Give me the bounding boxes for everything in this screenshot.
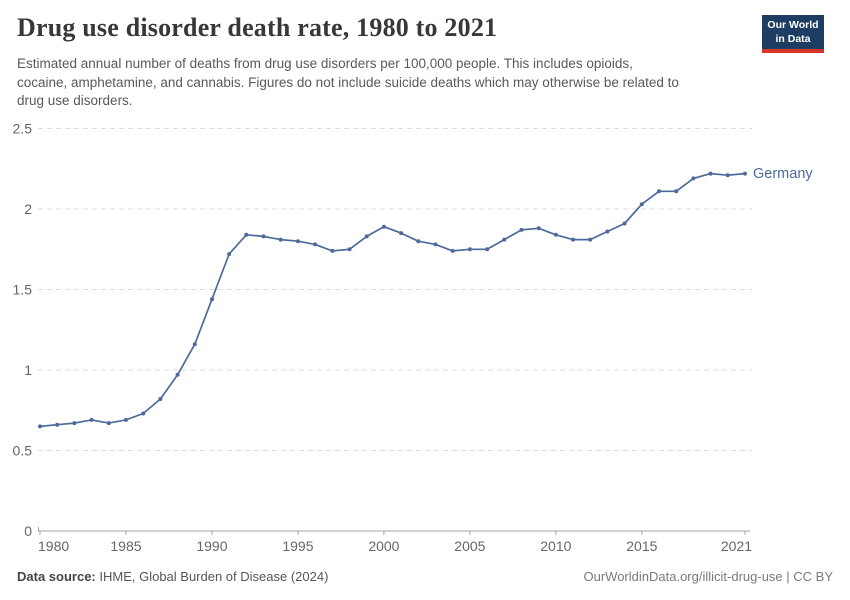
data-point: [295, 239, 300, 244]
data-point: [124, 417, 128, 422]
x-tick-label: 2021: [721, 538, 752, 554]
chart-footer: Data source: IHME, Global Burden of Dise…: [17, 569, 833, 584]
y-tick-label: 1: [24, 362, 32, 378]
data-point: [227, 252, 232, 257]
data-point: [89, 417, 94, 422]
y-tick-label: 2.5: [13, 121, 33, 137]
x-tick-label: 2015: [626, 538, 657, 554]
data-point: [502, 237, 507, 242]
data-point: [313, 242, 318, 247]
data-source-text: IHME, Global Burden of Disease (2024): [95, 569, 329, 584]
subtitle-line: cocaine, amphetamine, and cannabis. Figu…: [17, 74, 679, 90]
data-point: [106, 421, 111, 426]
x-tick-label: 1990: [196, 538, 227, 554]
data-source-label: Data source:: [17, 569, 96, 584]
data-point: [485, 247, 490, 252]
x-tick-label: 2005: [454, 538, 485, 554]
data-point: [141, 411, 146, 416]
data-point: [381, 224, 386, 229]
subtitle-line: Estimated annual number of deaths from d…: [17, 56, 633, 71]
y-tick-label: 0: [24, 523, 32, 539]
owid-logo-line2: in Data: [775, 32, 811, 45]
data-point: [605, 229, 610, 234]
y-tick-label: 2: [24, 201, 32, 217]
data-point: [743, 171, 747, 176]
data-point: [55, 422, 60, 427]
data-point: [399, 231, 404, 236]
data-point: [433, 242, 438, 247]
owid-license-link[interactable]: OurWorldinData.org/illicit-drug-use | CC…: [583, 569, 834, 584]
data-point: [657, 189, 661, 194]
data-point: [244, 232, 249, 237]
data-point: [571, 237, 575, 242]
data-point: [691, 176, 696, 181]
data-point: [210, 297, 214, 302]
data-point: [278, 237, 283, 242]
data-point: [708, 171, 713, 176]
series-label: Germany: [753, 166, 813, 182]
data-point: [450, 248, 455, 253]
x-tick-label: 2000: [368, 538, 399, 554]
x-tick-label: 1980: [38, 538, 69, 554]
chart-subtitle: Estimated annual number of deaths from d…: [17, 55, 679, 111]
data-source-note: Data source: IHME, Global Burden of Dise…: [17, 569, 328, 584]
data-point: [72, 421, 77, 426]
data-point: [622, 221, 627, 226]
data-point: [725, 173, 730, 178]
data-point: [467, 247, 472, 252]
data-point: [347, 247, 352, 252]
subtitle-line: drug use disorders.: [17, 93, 133, 108]
data-point: [553, 232, 558, 237]
x-tick-label: 1995: [282, 538, 313, 554]
y-tick-label: 1.5: [13, 282, 33, 298]
owid-logo[interactable]: Our World in Data: [762, 15, 824, 54]
x-tick-label: 2010: [540, 538, 571, 554]
data-point: [330, 248, 335, 253]
data-point: [639, 202, 644, 207]
data-point: [588, 237, 593, 242]
data-line: [39, 172, 746, 428]
y-tick-label: 0.5: [13, 443, 33, 459]
data-point: [175, 372, 180, 377]
data-point: [261, 234, 266, 239]
data-point: [192, 342, 197, 347]
data-point: [536, 226, 541, 231]
chart-title: Drug use disorder death rate, 1980 to 20…: [17, 13, 498, 42]
data-point: [519, 227, 524, 232]
data-point: [674, 189, 679, 194]
x-tick-label: 1985: [110, 538, 141, 554]
owid-logo-line1: Our World: [767, 19, 819, 31]
data-point: [38, 424, 42, 429]
data-point: [416, 239, 421, 244]
data-point: [364, 234, 369, 239]
data-point: [158, 397, 163, 401]
